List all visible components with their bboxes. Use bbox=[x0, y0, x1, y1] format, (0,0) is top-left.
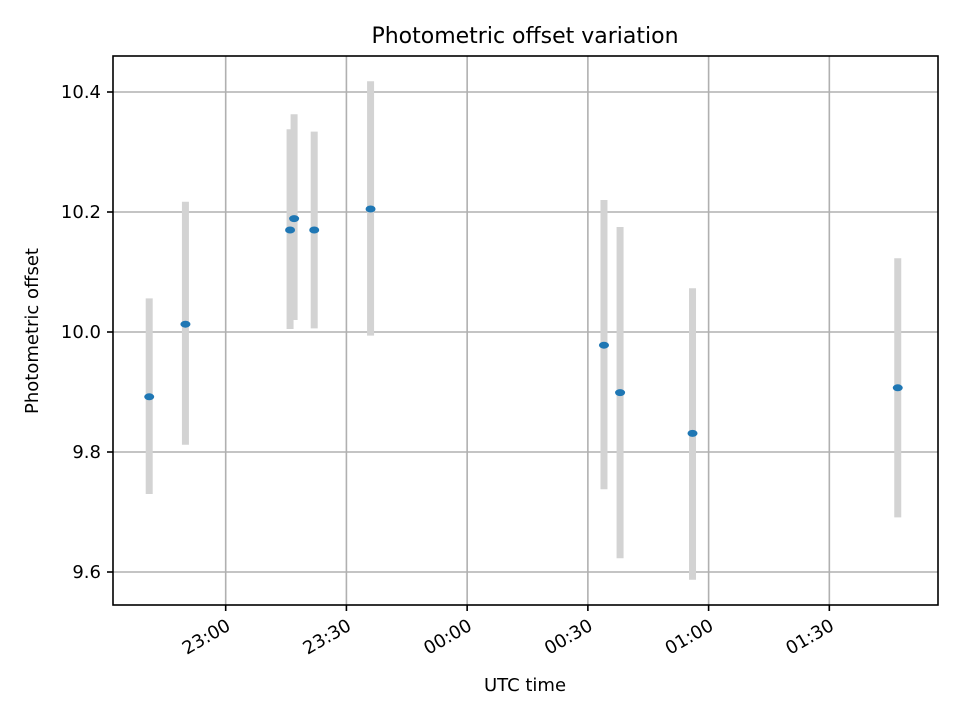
y-tick-label: 10.0 bbox=[61, 322, 101, 343]
x-tick-label: 01:30 bbox=[782, 615, 837, 659]
data-point bbox=[598, 341, 609, 349]
x-tick-label: 00:30 bbox=[541, 615, 596, 659]
x-axis-label: UTC time bbox=[484, 675, 566, 696]
plot-frame bbox=[112, 55, 939, 606]
x-tick-label: 01:00 bbox=[662, 615, 717, 659]
x-tick-label: 23:30 bbox=[299, 615, 354, 659]
data-point bbox=[615, 389, 626, 397]
chart-title: Photometric offset variation bbox=[371, 24, 678, 49]
data-point bbox=[180, 320, 191, 328]
y-axis-label: Photometric offset bbox=[22, 248, 43, 414]
y-tick-label: 10.2 bbox=[61, 202, 101, 223]
point-layer bbox=[144, 205, 903, 437]
y-tick-label: 9.8 bbox=[72, 442, 101, 463]
x-tick-label: 00:00 bbox=[420, 615, 475, 659]
data-point bbox=[309, 226, 320, 234]
data-point bbox=[285, 226, 296, 234]
data-point bbox=[289, 215, 300, 223]
y-tick-label: 10.4 bbox=[61, 82, 101, 103]
data-point bbox=[365, 205, 376, 213]
errorbar-layer bbox=[145, 81, 902, 580]
grid-layer bbox=[113, 56, 938, 605]
y-tick-label: 9.6 bbox=[72, 562, 101, 583]
data-point bbox=[687, 429, 698, 437]
data-point bbox=[892, 384, 903, 392]
x-tick-label: 23:00 bbox=[179, 615, 234, 659]
data-point bbox=[144, 393, 155, 401]
